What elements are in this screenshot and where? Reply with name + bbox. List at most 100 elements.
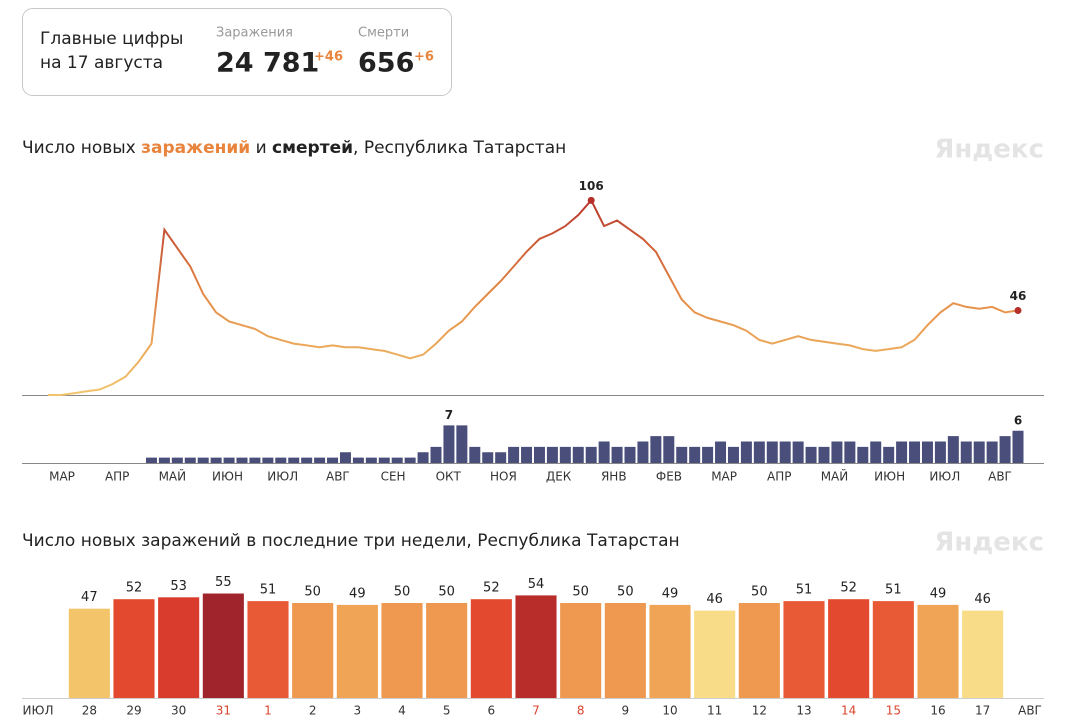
death-bar bbox=[301, 457, 313, 463]
x-tick-label: 11 bbox=[707, 704, 722, 718]
x-tick-label: 5 bbox=[443, 704, 451, 718]
x-tick-label: 13 bbox=[796, 704, 811, 718]
death-bar bbox=[184, 457, 196, 463]
death-bar bbox=[909, 441, 921, 463]
bar bbox=[917, 604, 959, 698]
death-bar bbox=[327, 457, 339, 463]
value-label: 7 bbox=[445, 408, 453, 422]
death-bar bbox=[456, 425, 468, 463]
x-tick-label: 2 bbox=[309, 704, 317, 718]
death-bar bbox=[792, 441, 804, 463]
bar bbox=[738, 603, 780, 698]
value-label: 46 bbox=[1010, 289, 1027, 303]
x-tick-label: 10 bbox=[662, 704, 677, 718]
x-tick-label: 8 bbox=[577, 704, 585, 718]
value-label: 6 bbox=[1014, 413, 1022, 427]
death-bar bbox=[275, 457, 287, 463]
point bbox=[1014, 307, 1022, 315]
chart-title: Число новых заражений в последние три не… bbox=[22, 531, 680, 551]
death-bar bbox=[262, 457, 274, 463]
death-bar bbox=[559, 446, 571, 463]
watermark: Яндекс bbox=[934, 528, 1044, 558]
month-label: АВГ bbox=[1018, 704, 1042, 718]
infections-label: Заражения bbox=[216, 26, 293, 41]
bar bbox=[470, 599, 512, 698]
value-label: 54 bbox=[528, 577, 545, 592]
x-tick-label: МАЙ bbox=[159, 469, 187, 484]
bar bbox=[381, 603, 423, 698]
deaths-total: 656 bbox=[358, 48, 414, 79]
bar bbox=[828, 599, 870, 698]
x-tick-label: АВГ bbox=[326, 470, 350, 484]
x-tick-label: 7 bbox=[532, 704, 540, 718]
legend-infections: заражений bbox=[141, 138, 250, 158]
x-tick-label: 3 bbox=[354, 704, 362, 718]
x-tick-label: 14 bbox=[841, 704, 856, 718]
x-tick-label: ФЕВ bbox=[656, 470, 682, 484]
death-bar bbox=[663, 436, 675, 463]
death-bar bbox=[753, 441, 765, 463]
death-bar bbox=[973, 441, 985, 463]
x-tick-label: АПР bbox=[105, 470, 129, 484]
summary-date: на 17 августа bbox=[40, 53, 163, 73]
value-label: 49 bbox=[662, 586, 679, 601]
death-bar bbox=[404, 457, 416, 463]
x-tick-label: НОЯ bbox=[490, 470, 517, 484]
death-bar bbox=[391, 457, 403, 463]
x-tick-label: АПР bbox=[767, 470, 791, 484]
death-bar bbox=[702, 446, 714, 463]
death-bar bbox=[779, 441, 791, 463]
x-tick-label: АВГ bbox=[988, 470, 1012, 484]
death-bar bbox=[430, 446, 442, 463]
chart-title: Число новых заражений и смертей, Республ… bbox=[22, 138, 566, 158]
value-label: 52 bbox=[126, 581, 143, 596]
x-tick-label: ИЮЛ bbox=[929, 470, 960, 484]
death-bar bbox=[1012, 430, 1024, 463]
death-bar bbox=[870, 441, 882, 463]
death-bar bbox=[158, 457, 170, 463]
bar bbox=[426, 603, 468, 698]
value-label: 46 bbox=[706, 592, 723, 607]
death-bar bbox=[999, 436, 1011, 463]
value-label: 49 bbox=[349, 586, 366, 601]
death-bar bbox=[210, 457, 222, 463]
value-label: 46 bbox=[974, 592, 991, 607]
value-label: 49 bbox=[930, 586, 947, 601]
bar bbox=[649, 604, 691, 698]
value-label: 55 bbox=[215, 575, 232, 590]
x-tick-label: ОКТ bbox=[436, 470, 462, 484]
death-bar bbox=[624, 446, 636, 463]
death-bar bbox=[533, 446, 545, 463]
death-bar bbox=[740, 441, 752, 463]
death-bar bbox=[443, 425, 455, 463]
title-part: и bbox=[256, 138, 267, 158]
death-bar bbox=[960, 441, 972, 463]
x-tick-label: ДЕК bbox=[546, 470, 572, 484]
x-tick-label: ИЮЛ bbox=[267, 470, 298, 484]
death-bar bbox=[546, 446, 558, 463]
x-tick-label: ИЮН bbox=[212, 470, 243, 484]
infections-delta: +46 bbox=[314, 50, 343, 65]
bar bbox=[694, 610, 736, 698]
death-bar bbox=[818, 446, 830, 463]
x-tick-label: МАР bbox=[49, 470, 75, 484]
death-bar bbox=[572, 446, 584, 463]
x-tick-label: 17 bbox=[975, 704, 990, 718]
death-bar bbox=[715, 441, 727, 463]
value-label: 50 bbox=[572, 585, 589, 600]
title-part: , Республика Татарстан bbox=[353, 138, 566, 158]
death-bar bbox=[934, 441, 946, 463]
death-bar bbox=[896, 441, 908, 463]
death-bar bbox=[727, 446, 739, 463]
bar bbox=[962, 610, 1004, 698]
death-bar bbox=[249, 457, 261, 463]
death-bar bbox=[857, 446, 869, 463]
x-tick-label: 6 bbox=[488, 704, 496, 718]
deaths-delta: +6 bbox=[414, 50, 434, 65]
death-bar bbox=[236, 457, 248, 463]
death-bar bbox=[339, 452, 351, 463]
value-label: 106 bbox=[579, 179, 604, 193]
death-bar bbox=[223, 457, 235, 463]
x-tick-label: ЯНВ bbox=[601, 470, 627, 484]
